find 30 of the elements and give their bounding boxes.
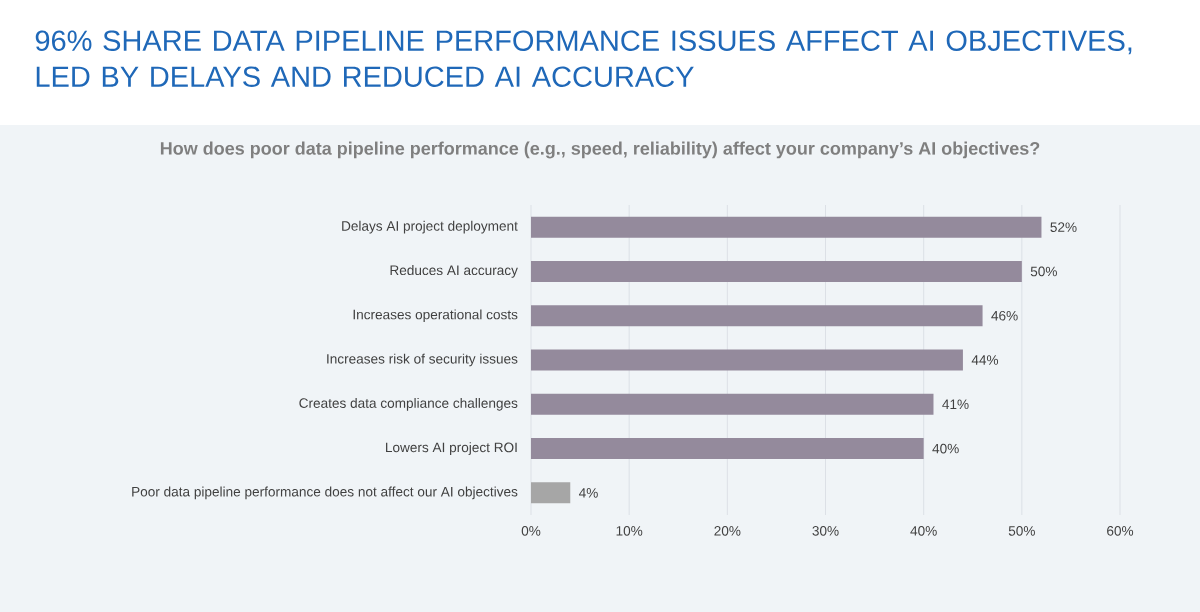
y-tick-label: Creates data compliance challenges xyxy=(299,397,518,411)
data-label: 44% xyxy=(971,355,999,365)
data-label: 41% xyxy=(942,399,969,410)
x-tick-label: 40% xyxy=(910,526,937,536)
bar xyxy=(531,260,1022,282)
y-tick-label: Reduces AI accuracy xyxy=(390,265,518,278)
bar xyxy=(531,482,571,504)
y-tick-label: Increases risk of security issues xyxy=(327,353,518,367)
data-label: 50% xyxy=(1030,266,1057,277)
data-label: 46% xyxy=(991,310,1018,321)
data-label: 52% xyxy=(1050,222,1077,232)
y-tick-label: Delays AI project deployment xyxy=(342,220,518,234)
x-tick-label: 20% xyxy=(714,526,741,536)
bar xyxy=(531,393,934,415)
data-label: 4% xyxy=(578,488,598,498)
bar xyxy=(531,438,924,460)
y-tick-label: Lowers AI project ROI xyxy=(386,442,517,455)
bar xyxy=(531,349,963,371)
bar xyxy=(531,216,1042,238)
x-tick-label: 60% xyxy=(1107,526,1134,536)
x-tick-label: 10% xyxy=(616,526,643,536)
y-tick-label: Increases operational costs xyxy=(353,309,518,323)
x-tick-label: 50% xyxy=(1008,526,1035,536)
x-tick-label: 30% xyxy=(812,526,839,536)
chart-title: 96% SHARE DATA PIPELINE PERFORMANCE ISSUES AFFECT AI OBJECTIVES, LED BY DELAYS AND REDUCED AI ACCURACY xyxy=(35,30,1132,87)
y-tick-label: Poor data pipeline performance does not affect our AI objectives xyxy=(132,486,518,500)
chart-subtitle: How does poor data pipeline performance (e.g., speed, reliability) affect your company’s AI objectives? xyxy=(160,141,1040,159)
bar xyxy=(531,305,983,327)
data-label: 40% xyxy=(932,443,959,454)
x-tick-label: 0% xyxy=(521,526,541,536)
